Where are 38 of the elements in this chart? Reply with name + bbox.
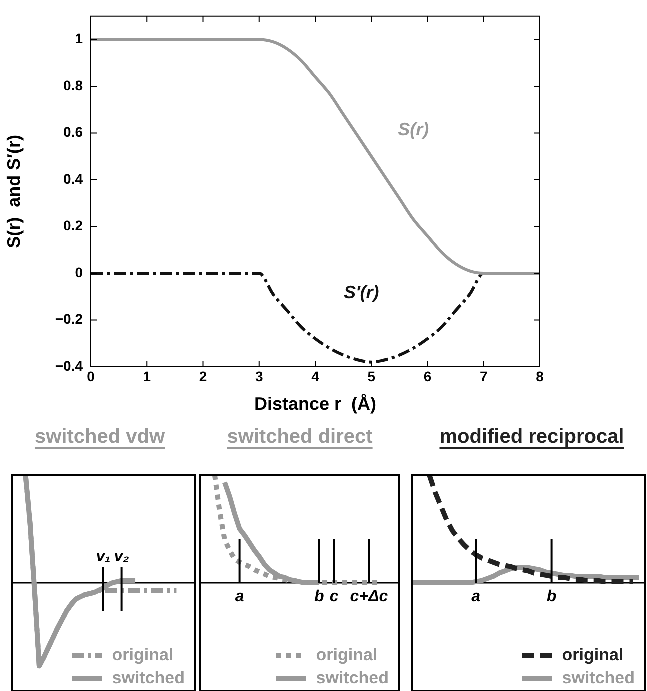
x-tick-label: 1 [143, 368, 152, 384]
legend-label: switched [562, 668, 636, 688]
chart-title: modified reciprocal [440, 426, 624, 449]
y-tick-label: −0.4 [55, 358, 84, 374]
x-tick-label: v₂ [114, 548, 130, 566]
x-tick-label: c+Δc [350, 588, 388, 606]
y-tick-label: 0 [75, 264, 84, 280]
x-tick-label: b [314, 588, 325, 606]
x-tick-label: 7 [480, 368, 488, 384]
y-tick-label: −0.2 [55, 311, 84, 328]
chart-title: switched direct [227, 426, 373, 449]
legend-label: switched [316, 668, 390, 688]
legend-label: original [316, 646, 378, 665]
x-tick-label: c [330, 588, 339, 606]
x-tick-label: v₁ [96, 548, 111, 566]
chart-title: switched vdw [34, 426, 166, 449]
y-tick-label: 0.2 [64, 218, 84, 234]
x-tick-label: b [546, 588, 557, 606]
y-tick-label: 0.4 [64, 170, 84, 187]
x-tick-label: a [472, 588, 481, 606]
x-tick-label: 8 [536, 368, 544, 384]
legend-label: original [562, 646, 624, 665]
text: S′(r) [344, 282, 380, 302]
x-tick-label: 6 [424, 368, 432, 384]
legend-label: original [112, 646, 174, 665]
y-tick-label: 0.6 [64, 124, 84, 140]
legend-label: switched [112, 668, 186, 688]
x-tick-label: 2 [199, 368, 208, 384]
x-axis-title: Distance r (Å) [254, 394, 377, 414]
x-tick-label: 3 [255, 368, 264, 384]
x-tick-label: a [235, 588, 244, 606]
y-axis-title: S(r) and S′(r) [4, 135, 24, 248]
series-label: S(r) [398, 120, 430, 140]
x-tick-label: 0 [87, 368, 96, 384]
y-tick-label: 1 [75, 30, 84, 47]
y-tick-label: 0.8 [64, 77, 84, 94]
x-tick-label: 5 [368, 368, 376, 384]
x-tick-label: 4 [312, 368, 320, 384]
